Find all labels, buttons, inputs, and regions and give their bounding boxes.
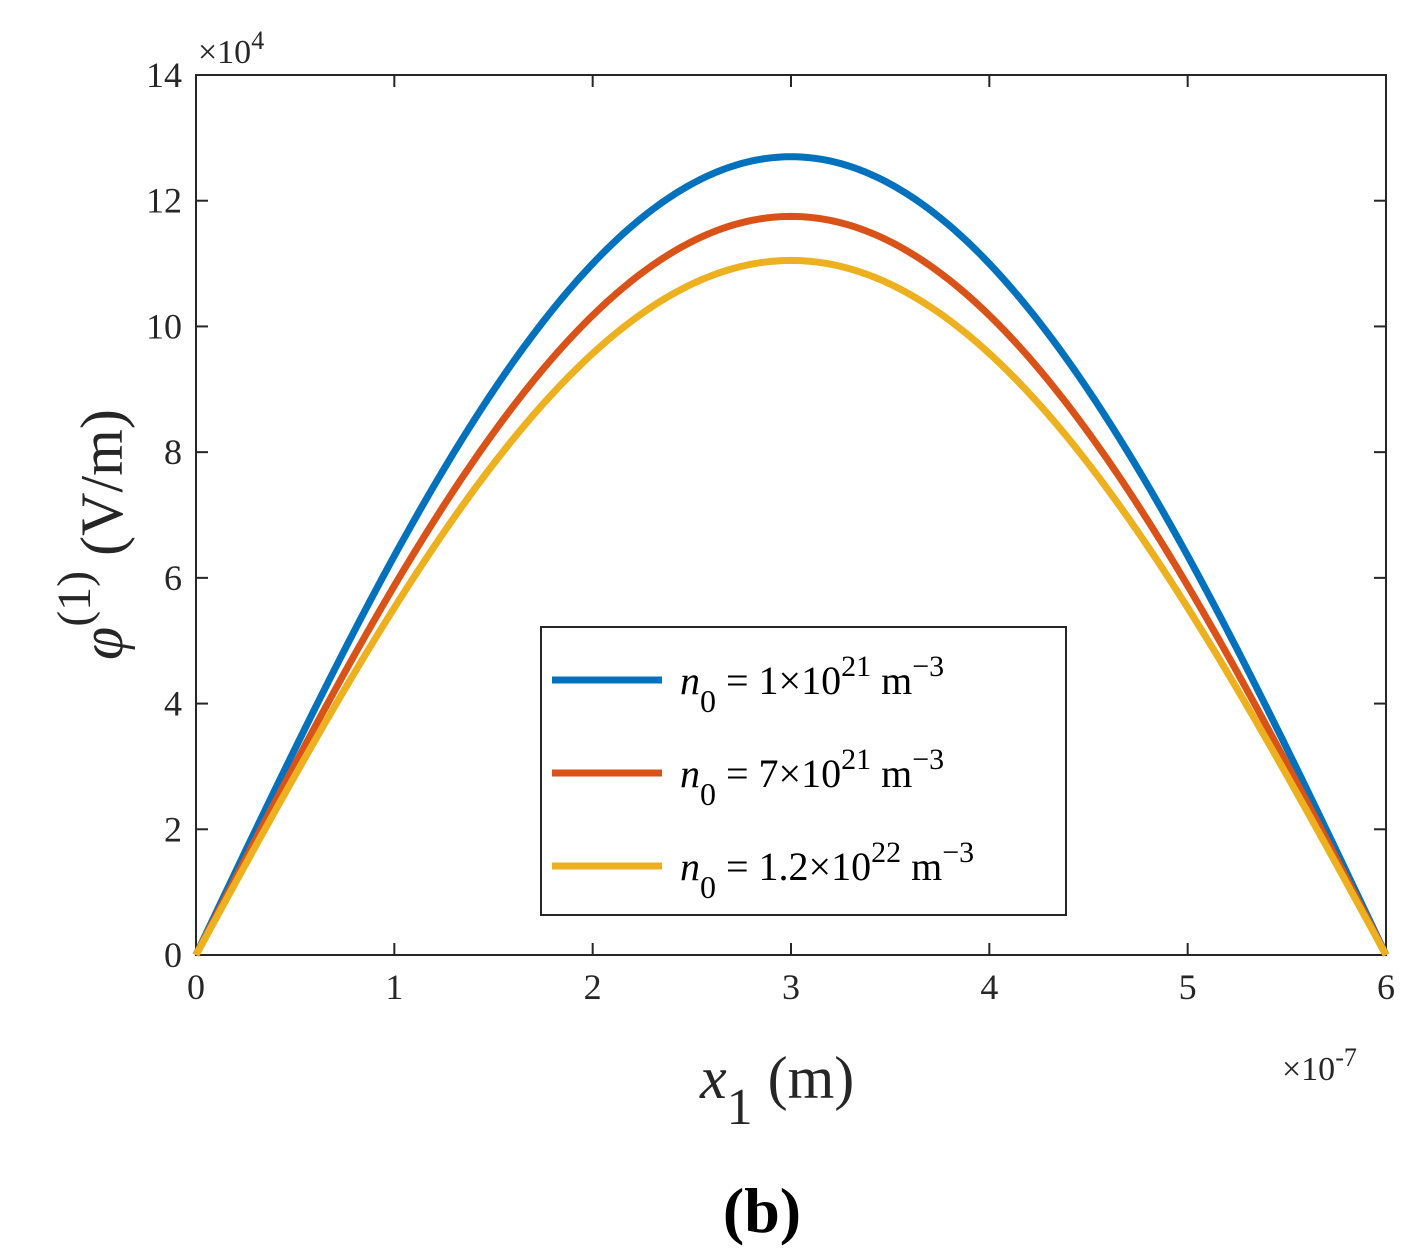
x-tick-label: 3 <box>782 967 800 1007</box>
series-line-2 <box>192 212 1390 957</box>
x-tick-label: 4 <box>980 967 998 1007</box>
x-tick-label: 0 <box>187 967 205 1007</box>
x-exponent-label: ×10-7 <box>1282 1043 1357 1088</box>
series-line-1 <box>192 153 1390 957</box>
series-line-3 <box>192 256 1390 957</box>
panel-label: (b) <box>723 1175 801 1246</box>
y-exponent-label: ×104 <box>198 26 264 71</box>
y-tick-label: 0 <box>164 935 182 975</box>
y-tick-label: 6 <box>164 558 182 598</box>
x-tick-label: 1 <box>385 967 403 1007</box>
y-tick-label: 8 <box>164 432 182 472</box>
y-tick-label: 14 <box>146 55 182 95</box>
y-tick-label: 4 <box>164 684 182 724</box>
x-tick-label: 2 <box>584 967 602 1007</box>
y-tick-label: 2 <box>164 809 182 849</box>
legend-label-2: n0 = 7×1021 m−3 <box>680 743 944 812</box>
legend-label-1: n0 = 1×1021 m−3 <box>680 650 944 719</box>
x-tick-label: 6 <box>1377 967 1395 1007</box>
y-axis-title: φ(1) (V/m) <box>48 409 135 660</box>
series-lines <box>192 153 1390 957</box>
y-tick-label: 10 <box>146 306 182 346</box>
x-axis-title: x1 (m) <box>699 1045 854 1136</box>
x-tick-label: 5 <box>1179 967 1197 1007</box>
legend-label-3: n0 = 1.2×1022 m−3 <box>680 836 974 905</box>
y-tick-label: 12 <box>146 181 182 221</box>
legend: n0 = 1×1021 m−3 n0 = 7×1021 m−3 n0 = 1.2×1… <box>540 626 1067 916</box>
